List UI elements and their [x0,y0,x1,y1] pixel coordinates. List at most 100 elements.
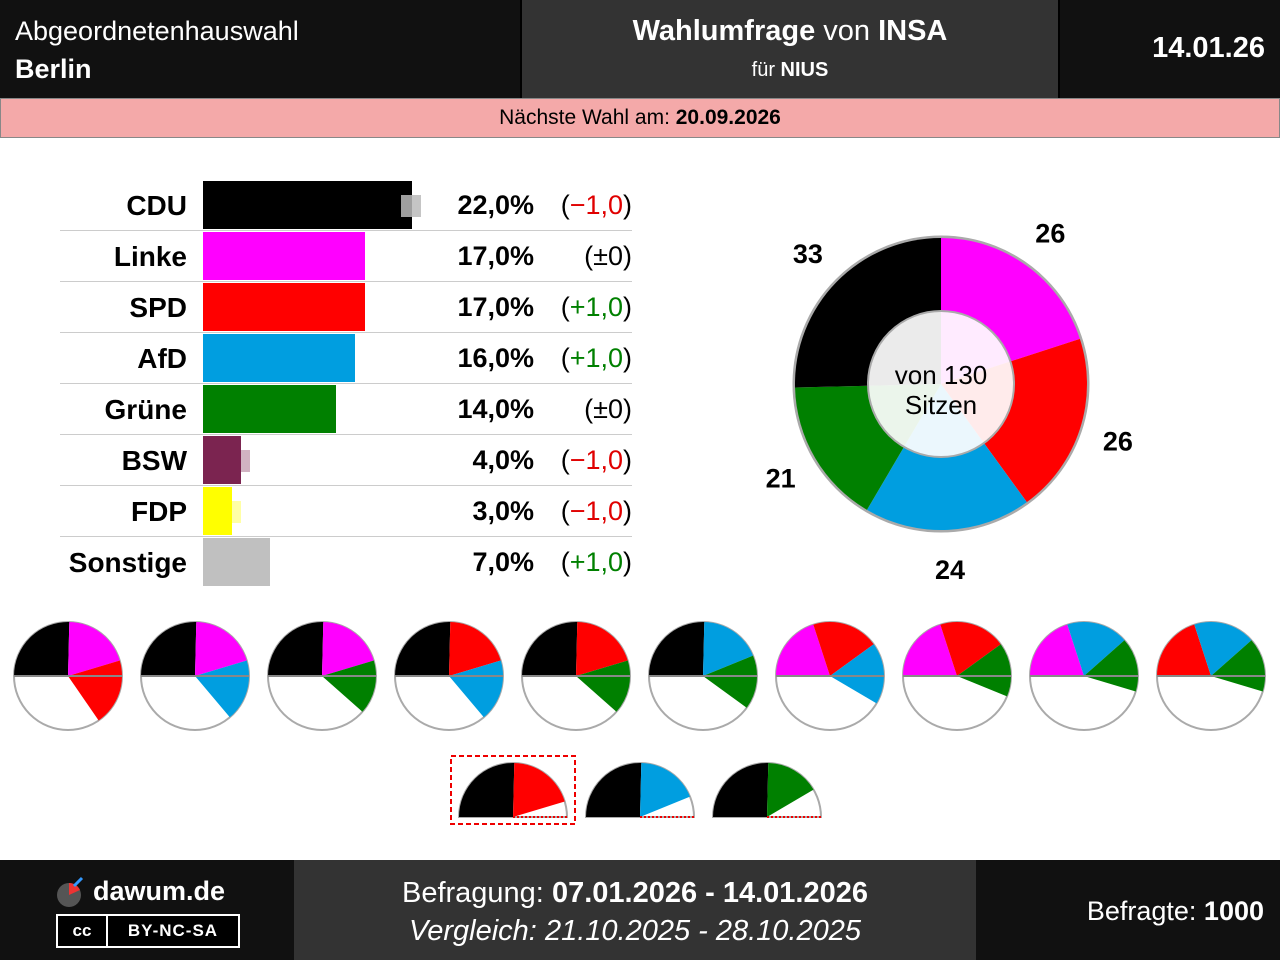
footer: dawum.de cc BY-NC-SA Befragung: 07.01.20… [0,860,1280,960]
coalition-slice-afd [640,763,691,817]
previous-marker-fdp [220,501,241,523]
bar-fdp [203,487,232,535]
coalition-pie-row1-5 [521,621,631,731]
coalition-slice-linke [195,622,247,676]
respondents-count: 1000 [1203,896,1264,926]
coalition-slice-cdu [268,622,324,676]
change-label-spd: (+1,0) [560,292,632,322]
coalition-slice-cdu [459,763,515,817]
coalition-slice-spd [576,622,628,676]
value-label-fdp: 3,0% [472,496,534,526]
coalition-pie-row1-6 [648,621,758,731]
coalition-slice-afd [1194,622,1252,676]
change-label-gr-ne: (±0) [584,394,632,424]
bar-linke [203,232,365,280]
bar-afd [203,334,355,382]
coalition-slice-spd [513,763,565,817]
value-label-bsw: 4,0% [472,445,534,475]
poll-title-line: Wahlumfrage von INSA [522,15,1058,48]
poll-date-box: 14.01.26 [1060,0,1280,98]
value-label-cdu: 22,0% [457,190,534,220]
coalition-slice-afd [703,622,754,676]
coalition-slice-gruene [767,763,814,817]
poll-title-von: von [823,15,871,47]
dawum-logo-icon [57,876,84,907]
survey-range: 07.01.2026 - 14.01.2026 [551,877,868,909]
seat-label-gruene: 21 [766,463,796,493]
coalition-slice-gruene [576,660,630,712]
compare-range: 21.10.2025 - 28.10.2025 [544,915,861,947]
institute-name: INSA [878,15,948,47]
client-prefix: für [751,59,775,81]
seat-distribution-chart: von 130 Sitzen 26 26 24 21 33 [766,219,1133,585]
row-divider [60,383,632,384]
bar-sonstige [203,538,270,586]
previous-marker-spd [334,297,355,319]
coalition-slice-cdu [141,622,197,676]
license-badge[interactable]: cc BY-NC-SA [56,914,240,948]
change-label-fdp: (−1,0) [560,496,632,526]
donut-outline [792,235,1090,533]
election-info: Abgeordnetenhauswahl Berlin [0,0,520,98]
party-label-sonstige: Sonstige [68,547,187,578]
change-label-bsw: (−1,0) [560,445,632,475]
party-label-spd: SPD [129,292,187,323]
value-label-linke: 17,0% [457,241,534,271]
row-divider [60,332,632,333]
row-divider [60,230,632,231]
coalition-slice-cdu [649,622,705,676]
coalition-slice-cdu [522,622,578,676]
coalition-slice-afd [1067,622,1125,676]
previous-marker-sonstige [239,552,260,574]
poll-title-prefix: Wahlumfrage [632,15,816,47]
previous-marker-gr-ne [315,399,336,421]
poll-title: Wahlumfrage von INSA für NIUS [522,0,1058,98]
coalition-slice-gruene [957,644,1011,697]
party-label-cdu: CDU [126,190,187,221]
coalition-slice-linke [776,624,830,676]
coalition-slice-afd [449,660,504,718]
next-election-date: 20.09.2026 [675,106,781,129]
change-label-linke: (±0) [584,241,632,271]
seat-label-linke: 26 [1035,219,1065,249]
survey-period: Befragung: 07.01.2026 - 14.01.2026 Vergl… [294,860,976,960]
coalition-pie-row1-10 [1156,621,1266,731]
coalition-slice-spd [449,622,501,676]
row-divider [60,434,632,435]
client-line: für NIUS [522,59,1058,82]
center-label-sitzen: Sitzen [905,390,977,420]
coalition-slice-linke [903,624,957,676]
region-label: Berlin [15,54,92,84]
value-label-gr-ne: 14,0% [457,394,534,424]
coalition-slice-linke [322,622,374,676]
coalition-pie-row1-7 [775,621,885,731]
bar-gr-ne [203,385,336,433]
cc-icon: cc [58,916,106,946]
value-label-afd: 16,0% [457,343,534,373]
coalition-slice-linke [1030,624,1084,676]
brand-name[interactable]: dawum.de [93,876,226,906]
poll-date: 14.01.26 [1152,32,1265,64]
row-divider [60,281,632,282]
coalition-slice-gruene [1084,640,1138,692]
compare-line: Vergleich: 21.10.2025 - 28.10.2025 [294,915,976,948]
coalition-pie-row2-1 [457,762,569,818]
value-label-spd: 17,0% [457,292,534,322]
next-election-bar: Nächste Wahl am: 20.09.2026 [0,98,1280,138]
client-name: NIUS [780,59,829,81]
coalition-slice-spd [813,622,874,676]
bar-spd [203,283,365,331]
previous-marker-cdu [400,195,422,217]
donut-center [867,310,1015,458]
coalition-pie-row1-3 [267,621,377,731]
seat-label-afd: 24 [935,555,965,585]
previous-marker-bsw [229,450,251,472]
coalition-pie-row1-1 [13,621,123,731]
party-label-linke: Linke [113,241,187,272]
seat-label-cdu: 33 [793,239,823,269]
previous-marker-linke [343,246,365,268]
change-label-sonstige: (+1,0) [560,547,632,577]
respondents: Befragte: 1000 [1087,896,1264,927]
survey-line: Befragung: 07.01.2026 - 14.01.2026 [294,877,976,910]
license-text: BY-NC-SA [108,916,238,946]
